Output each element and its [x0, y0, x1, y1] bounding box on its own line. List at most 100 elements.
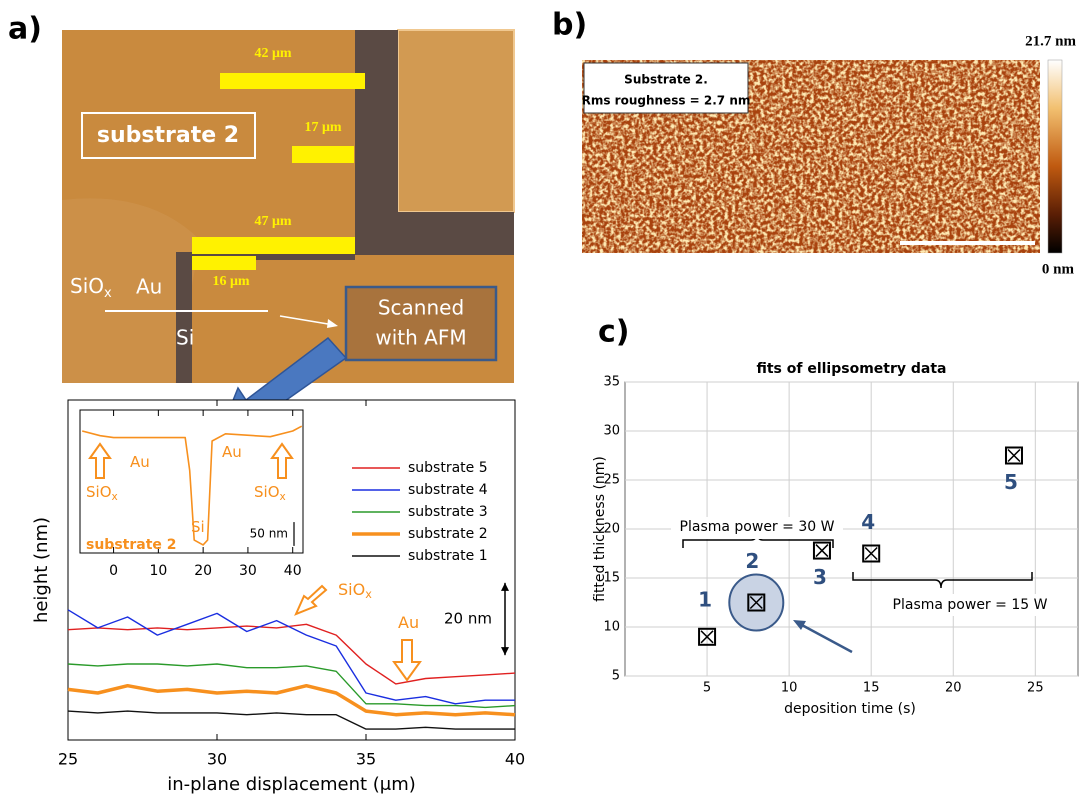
y-tick-label: 15 [603, 571, 620, 586]
arrow-head [327, 319, 338, 328]
marker-cross [815, 544, 829, 558]
annotation: Au [398, 613, 419, 632]
panel-label: b) [552, 8, 587, 43]
scale-label: 47 μm [254, 214, 291, 229]
scale-label: 50 nm [250, 527, 288, 541]
colorbar-max: 21.7 nm [1025, 33, 1076, 49]
annotation-text: Au [222, 443, 242, 461]
annotation: Au [130, 453, 150, 471]
plot-frame [79, 409, 304, 554]
annotation: Plasma power = 15 W [893, 597, 1048, 613]
data-line [81, 425, 303, 546]
scale-bar [220, 73, 365, 89]
region [62, 198, 200, 383]
annotation-box [671, 517, 843, 539]
hollow-arrow [88, 442, 112, 479]
marker-cross [749, 595, 763, 610]
data-line [67, 710, 515, 730]
annotation: Au [222, 443, 242, 461]
annotation-text: Au [130, 453, 150, 471]
material-label: Au [136, 275, 162, 299]
scale-label: 16 μm [212, 274, 249, 289]
annotation-subscript: x [365, 588, 372, 601]
x-tick-label: 30 [207, 750, 227, 769]
x-tick-label: 40 [505, 750, 525, 769]
colorbar [1047, 59, 1063, 254]
x-tick-label: 10 [149, 563, 167, 579]
callout-box [344, 285, 498, 362]
data-line [67, 683, 516, 717]
brace [852, 572, 1033, 589]
point-label: 5 [1004, 470, 1018, 494]
marker [1004, 446, 1023, 465]
annotation: Si [191, 518, 205, 536]
y-tick-label: 10 [603, 620, 620, 635]
legend-label: substrate 1 [408, 548, 488, 564]
scale-label: 42 μm [254, 46, 291, 61]
annotation-subscript: x [112, 491, 118, 503]
caption: Substrate 2. [624, 73, 708, 87]
y-tick-label: 30 [603, 424, 620, 439]
afm-panel: Substrate 2. Rms roughness = 2.7 nm 21.7… [582, 33, 1077, 277]
x-tick-label: 30 [239, 563, 257, 579]
y-tick-label: 5 [612, 669, 620, 684]
material-label: Si [176, 326, 194, 350]
scale-label: 20 nm [444, 610, 492, 628]
panel-label: c) [598, 315, 630, 350]
label-box [81, 112, 256, 159]
annotation-box [882, 594, 1058, 616]
x-tick-label: 15 [863, 681, 880, 696]
micrograph: 42 μm 17 μm 47 μm 16 μm substrate 2 SiOx… [62, 29, 515, 433]
marker-cross [700, 630, 714, 644]
inset-title: substrate 2 [86, 537, 177, 553]
annotation: SiOx [254, 483, 286, 504]
annotation-text: SiO [86, 483, 112, 501]
legend-label: substrate 3 [408, 504, 488, 520]
x-tick-label: 40 [284, 563, 302, 579]
x-axis-label: in-plane displacement (μm) [167, 774, 416, 794]
x-tick-label: 20 [194, 563, 212, 579]
hollow-arrow [392, 639, 422, 682]
stripe [176, 256, 192, 383]
hollow-arrow [294, 584, 328, 616]
marker [698, 627, 717, 646]
y-axis-label: height (nm) [31, 517, 52, 623]
annotation-text: Si [191, 518, 205, 536]
callout-text: Scanned [378, 296, 464, 320]
data-line [67, 623, 516, 685]
marker [862, 544, 881, 563]
scale-label: 17 μm [304, 120, 341, 135]
marker [812, 541, 831, 560]
hollow-arrow [270, 442, 294, 479]
x-axis-label: deposition time (s) [784, 701, 916, 717]
region [397, 29, 515, 213]
x-tick-label: 25 [1027, 681, 1044, 696]
caption: Rms roughness = 2.7 nm [582, 94, 751, 108]
marker-cross [1007, 448, 1021, 463]
colorbar-min: 0 nm [1042, 261, 1075, 277]
stripe [355, 212, 514, 255]
caption-box [583, 62, 749, 114]
y-tick-label: 35 [603, 375, 620, 390]
label-text: SiO [70, 274, 104, 298]
legend-label: substrate 5 [408, 460, 488, 476]
arrow-head [793, 620, 806, 630]
label-subscript: x [104, 286, 112, 301]
arrow [799, 622, 853, 654]
arrow-head [501, 582, 509, 656]
annotation: SiOx [86, 483, 118, 504]
sample-label: substrate 2 [97, 123, 239, 148]
y-axis-label: fitted thickness (nm) [592, 456, 608, 602]
scale-bar [192, 237, 355, 254]
annotation-text: Au [398, 613, 419, 632]
x-tick-label: 20 [945, 681, 962, 696]
point-label: 2 [745, 549, 759, 573]
stripe [176, 252, 355, 260]
x-tick-label: 5 [703, 681, 711, 696]
callout-text: with AFM [375, 326, 466, 350]
marker [747, 593, 766, 612]
annotation-subscript: x [280, 491, 286, 503]
marker-cross [864, 546, 878, 561]
legend-label: substrate 4 [408, 482, 488, 498]
